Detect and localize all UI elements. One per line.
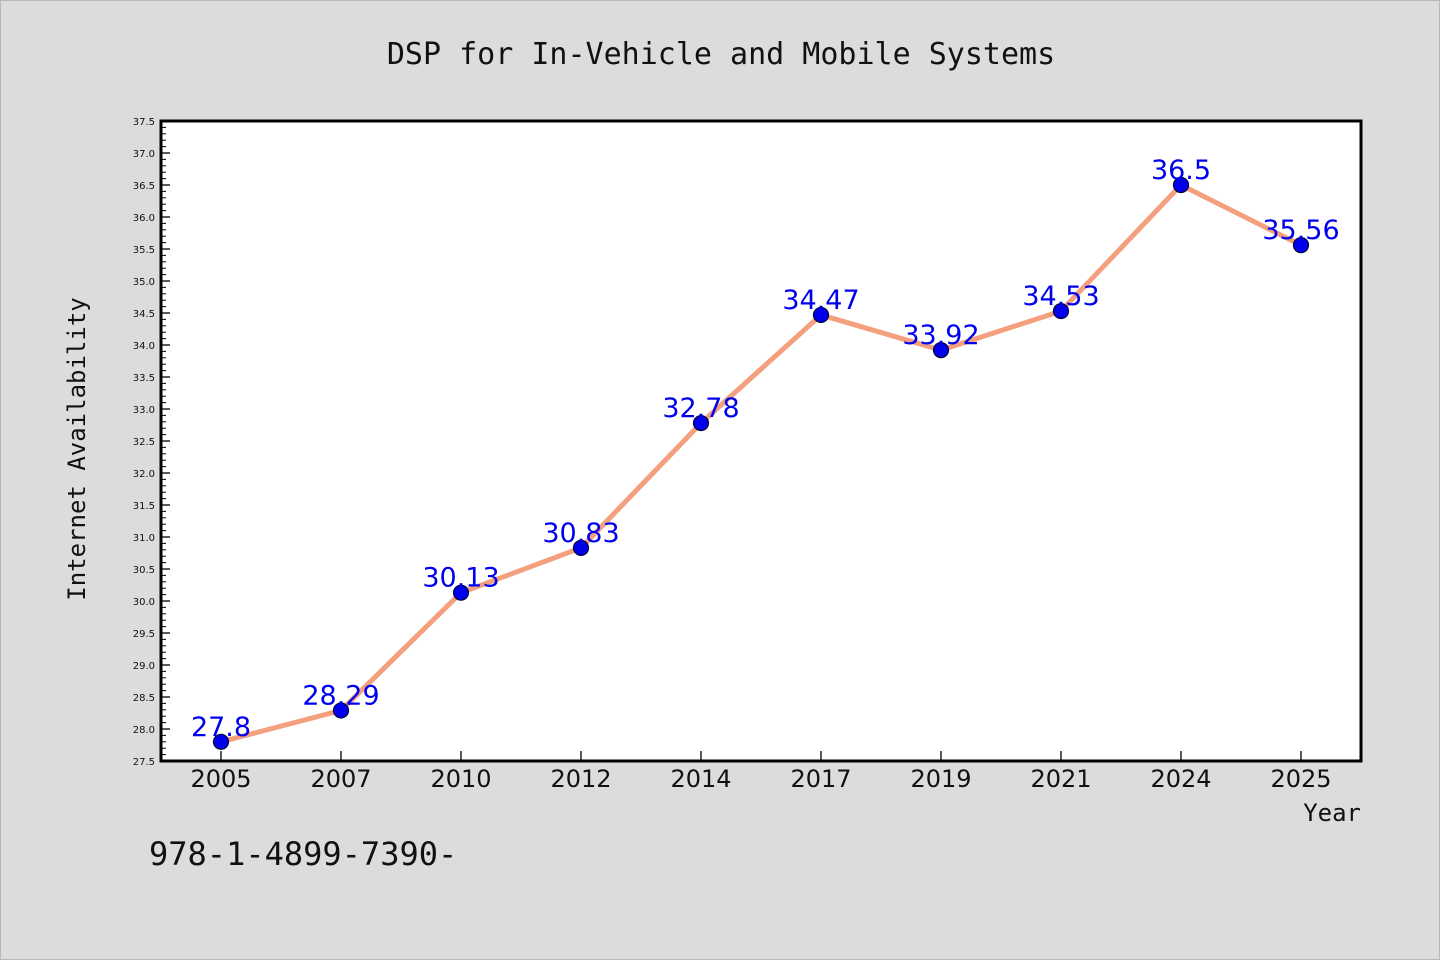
data-label: 34.47	[782, 285, 859, 316]
data-label: 35.56	[1262, 215, 1339, 246]
x-tick-label: 2010	[430, 765, 491, 793]
data-label: 36.5	[1151, 155, 1211, 186]
x-tick-label: 2017	[790, 765, 851, 793]
x-tick-label: 2019	[910, 765, 971, 793]
data-point	[932, 342, 950, 359]
x-tick-label: 2014	[670, 765, 731, 793]
y-tick-label: 36.5	[133, 181, 155, 192]
y-tick-label: 32.0	[133, 469, 155, 480]
x-axis: 2005 2007 2010 2012 2014 2017 2019 2021 2024 2025	[190, 751, 1332, 793]
footnote: 978-1-4899-7390-	[149, 835, 457, 873]
x-tick-label: 2007	[310, 765, 371, 793]
y-tick-label: 34.0	[133, 341, 155, 352]
data-label: 32.78	[662, 393, 739, 424]
y-axis: 27.5 28.0 28.5 29.0 29.5 30.0 30.5 31.0 31.5 32.0…	[133, 117, 170, 768]
y-tick-label: 28.5	[133, 693, 155, 704]
data-point	[1172, 176, 1190, 194]
y-tick-label: 28.0	[133, 725, 155, 736]
data-label: 30.13	[422, 563, 499, 594]
x-tick-label: 2012	[550, 765, 611, 793]
y-tick-label: 34.5	[133, 309, 155, 320]
data-label: 28.29	[302, 680, 379, 711]
y-tick-label: 30.5	[133, 565, 155, 576]
plot-area	[159, 119, 1363, 763]
data-label: 27.8	[191, 712, 251, 743]
y-tick-label: 30.0	[133, 597, 155, 608]
chart-title: DSP for In-Vehicle and Mobile Systems	[387, 37, 1055, 72]
x-tick-label: 2021	[1030, 765, 1091, 793]
y-tick-label: 27.5	[133, 757, 155, 768]
y-tick-label: 35.0	[133, 277, 155, 288]
y-tick-label: 37.5	[133, 117, 155, 128]
y-tick-label: 37.0	[133, 149, 155, 160]
data-point	[1292, 237, 1310, 254]
data-labels: 27.8 28.29 30.13 30.83 32.78 34.47 33.92 34.53 3…	[191, 155, 1340, 743]
data-point	[812, 306, 830, 324]
data-label: 33.92	[902, 320, 979, 351]
y-tick-label: 29.0	[133, 661, 155, 672]
data-point	[212, 733, 230, 750]
data-point	[692, 414, 710, 432]
y-tick-label: 33.0	[133, 405, 155, 416]
data-point	[572, 539, 590, 556]
x-tick-label: 2025	[1270, 765, 1331, 793]
y-tick-label: 31.5	[133, 501, 155, 512]
x-axis-label: Year	[1303, 799, 1361, 827]
y-tick-label: 36.0	[133, 213, 155, 224]
y-tick-label: 32.5	[133, 437, 155, 448]
x-tick-label: 2024	[1150, 765, 1211, 793]
data-point	[332, 702, 350, 719]
data-label: 30.83	[542, 518, 619, 549]
y-axis-label: Internet Availability	[63, 297, 91, 600]
x-tick-label: 2005	[190, 765, 251, 793]
y-tick-label: 29.5	[133, 629, 155, 640]
data-label: 34.53	[1022, 281, 1099, 312]
data-point	[1052, 302, 1070, 320]
y-tick-label: 33.5	[133, 373, 155, 384]
data-point	[452, 584, 470, 601]
series-markers	[212, 176, 1310, 750]
y-tick-label: 35.5	[133, 245, 155, 256]
series-line	[218, 182, 1304, 745]
y-tick-label: 31.0	[133, 533, 155, 544]
